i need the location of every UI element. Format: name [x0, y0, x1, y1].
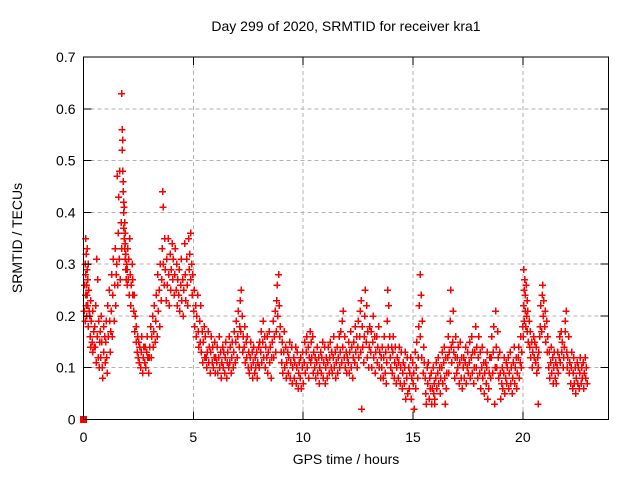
axis-frame	[83, 56, 609, 420]
x-tick-label: 5	[189, 429, 197, 445]
x-tick-label: 20	[515, 429, 531, 445]
x-axis-label: GPS time / hours	[293, 451, 400, 467]
y-tick-label: 0.2	[56, 308, 76, 324]
y-tick-label: 0.6	[56, 101, 76, 117]
x-tick-label: 0	[80, 429, 88, 445]
y-tick-label: 0.1	[56, 360, 76, 376]
y-axis-label: SRMTID / TECUs	[9, 183, 25, 293]
y-tick-label: 0.5	[56, 153, 76, 169]
scatter-points-layer	[80, 90, 591, 423]
x-tick-label: 10	[295, 429, 311, 445]
plot-border	[83, 56, 609, 420]
tick-mark-path	[83, 56, 609, 420]
x-tick-labels: 0 5 10 15 20	[80, 429, 531, 445]
tick-marks	[83, 56, 609, 420]
y-tick-labels: 0 0.1 0.2 0.3 0.4 0.5 0.6 0.7	[56, 49, 76, 428]
scatter-points	[80, 90, 591, 413]
y-tick-label: 0.3	[56, 256, 76, 272]
chart-title: Day 299 of 2020, SRMTID for receiver kra…	[211, 18, 480, 34]
y-tick-label: 0.7	[56, 49, 76, 65]
x-tick-label: 15	[405, 429, 421, 445]
y-tick-label: 0.4	[56, 204, 76, 220]
y-tick-label: 0	[68, 412, 76, 428]
